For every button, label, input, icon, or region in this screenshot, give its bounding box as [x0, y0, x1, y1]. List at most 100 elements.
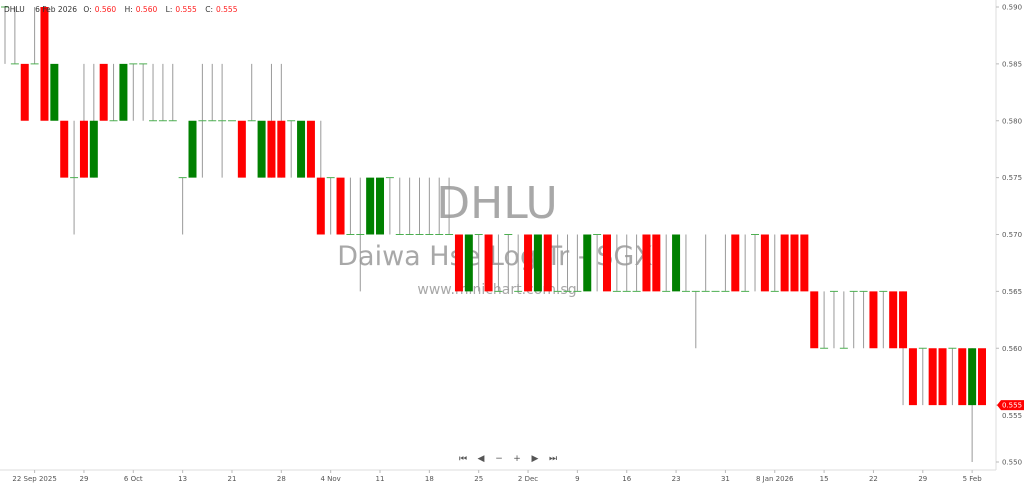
- candle: [336, 177, 345, 235]
- x-tick-label: 18: [425, 475, 434, 483]
- prev-button[interactable]: ◀: [477, 454, 485, 464]
- candle: [790, 234, 799, 292]
- x-tick-label: 29: [79, 475, 88, 483]
- candle: [978, 348, 986, 406]
- candle-body: [99, 63, 108, 121]
- zoom-in-button[interactable]: +: [513, 454, 521, 464]
- candle: [899, 291, 908, 406]
- candle-body: [889, 291, 898, 349]
- candle: [553, 234, 562, 292]
- candle: [70, 120, 79, 235]
- y-tick-label: 0.575: [1002, 174, 1022, 182]
- candle: [30, 7, 39, 65]
- candle-body: [277, 120, 286, 178]
- y-tick-label: 0.550: [1002, 459, 1022, 467]
- last-price-label: 0.555: [1002, 402, 1022, 410]
- close-value: 0.555: [216, 5, 238, 14]
- x-tick-label: 22: [869, 475, 878, 483]
- x-tick-label: 15: [820, 475, 829, 483]
- candle: [494, 234, 503, 292]
- candle-body: [464, 234, 473, 292]
- candle: [435, 177, 444, 235]
- candle-body: [188, 120, 197, 178]
- candle-body: [642, 234, 651, 292]
- candle: [1, 6, 9, 64]
- candle-body: [336, 177, 345, 235]
- candle: [770, 234, 779, 292]
- x-tick-label: 9: [575, 475, 579, 483]
- candle-body: [978, 348, 986, 406]
- candle: [464, 234, 473, 292]
- candle: [672, 234, 681, 292]
- candle-body: [602, 234, 611, 292]
- ohlc-header: DHLU 6 Feb 2026 O: 0.560 H: 0.560 L: 0.555 …: [4, 5, 243, 14]
- candle-body: [810, 291, 819, 349]
- candle: [385, 177, 394, 235]
- candle-body: [119, 63, 128, 121]
- candle: [139, 63, 148, 121]
- open-label: O:: [83, 5, 92, 14]
- candle-body: [50, 63, 59, 121]
- candle: [810, 291, 819, 349]
- candle-body: [60, 120, 69, 178]
- x-tick-label: 5 Feb: [963, 475, 983, 483]
- x-tick-label: 29: [918, 475, 927, 483]
- candle: [543, 234, 552, 292]
- candle-body: [899, 291, 908, 349]
- y-tick-label: 0.580: [1002, 117, 1022, 125]
- candle: [918, 347, 927, 406]
- candle: [741, 234, 750, 292]
- candle-body: [958, 348, 967, 406]
- candle-body: [484, 234, 493, 292]
- candle-body: [543, 234, 552, 292]
- candle: [277, 63, 286, 178]
- y-tick-label: 0.590: [1002, 4, 1022, 12]
- x-tick-label: 22 Sep 2025: [12, 475, 56, 483]
- open-value: 0.560: [94, 5, 117, 14]
- x-tick-label: 25: [474, 475, 483, 483]
- chart-navigation: ⏮ ◀ − + ▶ ⏭: [458, 454, 558, 464]
- next-button[interactable]: ▶: [531, 454, 539, 464]
- header-date: 6 Feb 2026: [35, 5, 78, 14]
- x-tick-label: 8 Jan 2026: [756, 475, 794, 483]
- candle-body: [524, 234, 533, 292]
- candle: [257, 120, 266, 178]
- candle: [40, 7, 49, 121]
- candle-body: [257, 120, 266, 178]
- candle: [445, 177, 454, 235]
- y-tick-label: 0.570: [1002, 231, 1022, 239]
- candle: [583, 234, 592, 292]
- zoom-out-button[interactable]: −: [495, 454, 503, 464]
- candle: [376, 177, 385, 235]
- low-value: 0.555: [175, 5, 197, 14]
- candle: [474, 234, 483, 292]
- candle: [178, 177, 187, 235]
- candle-body: [237, 120, 246, 178]
- candle: [879, 290, 888, 349]
- candle: [524, 234, 533, 292]
- candle-body: [869, 291, 878, 349]
- first-button[interactable]: ⏮: [458, 454, 468, 464]
- x-tick-label: 31: [721, 475, 730, 483]
- candle-body: [40, 7, 49, 121]
- candle: [780, 234, 789, 292]
- candle-body: [306, 120, 315, 178]
- candle-body: [583, 234, 592, 292]
- candle-body: [968, 348, 977, 406]
- candle: [60, 120, 69, 178]
- x-tick-label: 2 Dec: [518, 475, 538, 483]
- candle: [287, 120, 296, 178]
- candle: [326, 177, 335, 235]
- candle: [10, 7, 19, 65]
- candle: [425, 177, 434, 235]
- candle: [938, 348, 947, 406]
- x-tick-label: 21: [228, 475, 237, 483]
- last-button[interactable]: ⏭: [548, 454, 558, 464]
- candle: [800, 234, 809, 292]
- candle-body: [79, 120, 88, 178]
- candle: [129, 63, 138, 121]
- candle: [208, 63, 217, 122]
- candle: [563, 234, 572, 292]
- candle-body: [316, 177, 325, 235]
